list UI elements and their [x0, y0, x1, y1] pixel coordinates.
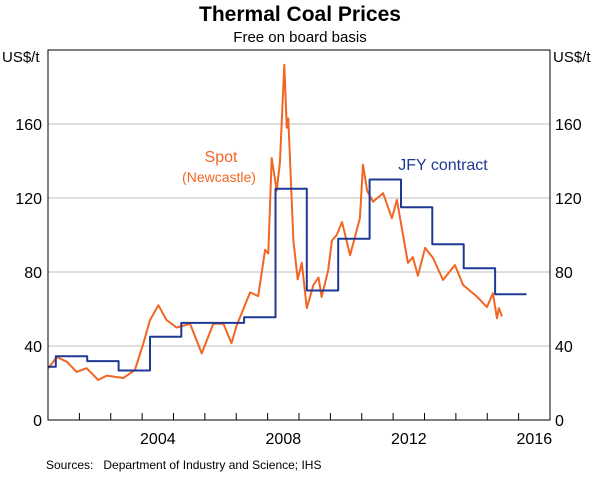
- y-tick-label-left: 160: [15, 117, 42, 134]
- jfy-label: JFY contract: [398, 157, 488, 174]
- spot-price-line: [47, 63, 503, 381]
- y-tick-label-right: 80: [555, 265, 573, 282]
- y-tick-label-left: 80: [24, 265, 42, 282]
- plot-frame: [47, 49, 551, 421]
- x-tick-label: 2004: [140, 431, 176, 448]
- source-note: Sources: Department of Industry and Scie…: [46, 458, 321, 472]
- y-axis-left: 0 40 80 120 160: [15, 117, 42, 430]
- spot-label: Spot: [205, 149, 238, 166]
- y-tick-label-right: 0: [555, 413, 564, 430]
- chart-title: Thermal Coal Prices: [199, 3, 401, 26]
- y-axis-label-right: US$/t: [553, 49, 591, 66]
- y-tick-label-left: 0: [33, 413, 42, 430]
- x-tick-label: 2012: [391, 431, 427, 448]
- x-tick-label: 2016: [517, 431, 553, 448]
- chart-subtitle: Free on board basis: [233, 29, 366, 46]
- y-tick-label-right: 120: [555, 191, 582, 208]
- spot-sublabel: (Newcastle): [182, 169, 256, 185]
- x-tick-label: 2008: [266, 431, 302, 448]
- y-tick-label-left: 120: [15, 191, 42, 208]
- y-tick-label-right: 40: [555, 339, 573, 356]
- y-axis-label-left: US$/t: [2, 49, 40, 66]
- x-axis: 2004 2008 2012 2016: [78, 413, 553, 448]
- y-tick-label-right: 160: [555, 117, 582, 134]
- y-tick-label-left: 40: [24, 339, 42, 356]
- series-group: [47, 63, 527, 381]
- y-axis-right: 0 40 80 120 160: [555, 117, 582, 430]
- jfy-contract-line: [48, 178, 527, 372]
- gridlines: [48, 123, 550, 347]
